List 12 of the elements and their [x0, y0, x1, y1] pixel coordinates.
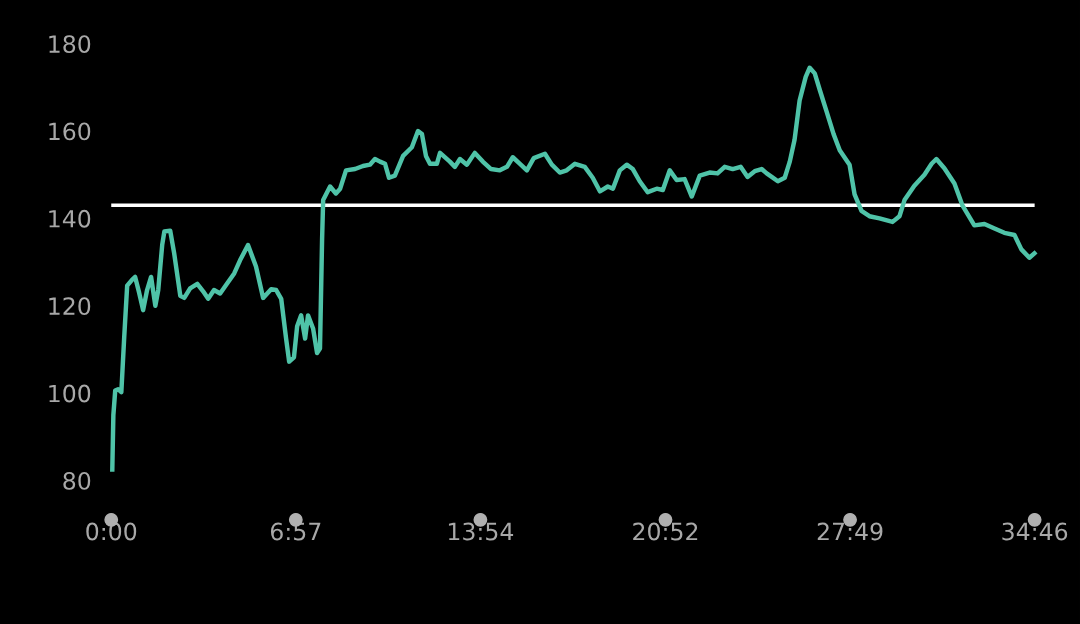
line-series: [110, 65, 1037, 472]
y-tick-label: 180: [49, 35, 91, 53]
y-tick-label: 160: [49, 122, 91, 141]
y-tick-label: 100: [49, 384, 91, 403]
x-tick-label: 27:49: [817, 522, 883, 541]
x-tick-label: 13:54: [448, 522, 514, 541]
x-tick-label: 34:46: [1002, 522, 1068, 541]
y-tick-label: 120: [49, 297, 91, 316]
y-tick-label: 140: [49, 209, 91, 228]
x-tick-label: 20:52: [633, 522, 698, 541]
y-tick-label: 80: [63, 471, 91, 490]
x-tick-label: 0:00: [86, 522, 137, 541]
